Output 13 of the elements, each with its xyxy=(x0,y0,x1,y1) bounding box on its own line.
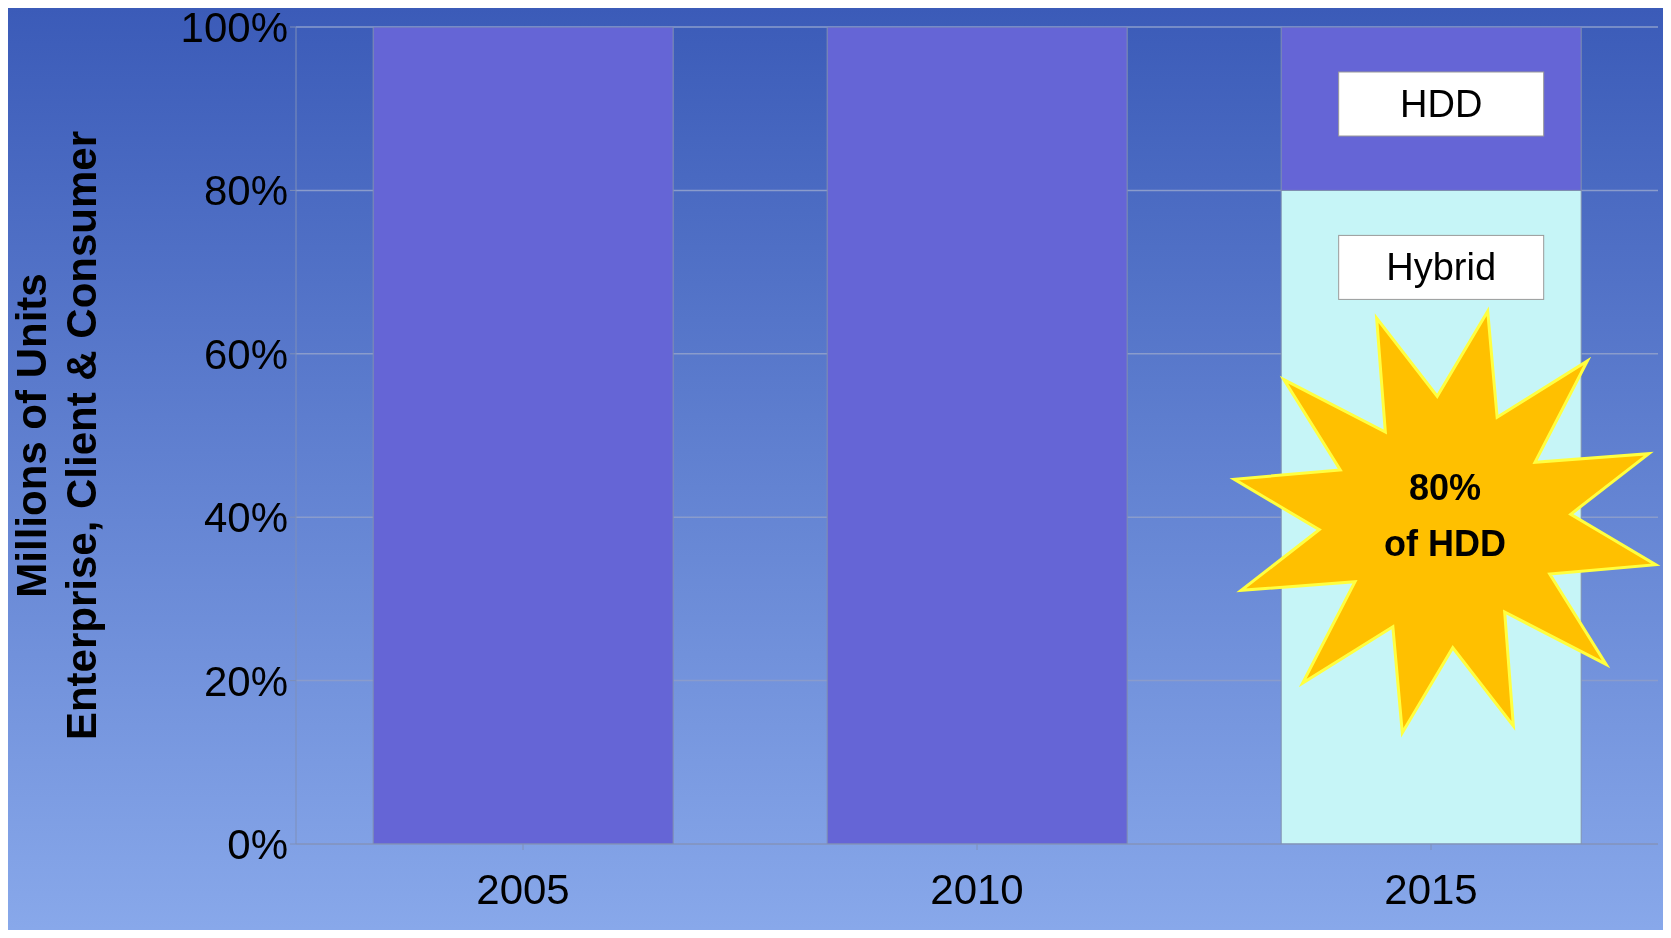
y-axis-title: Millions of Units Enterprise, Client & Consumer xyxy=(8,130,105,741)
y-tick-label: 60% xyxy=(203,330,288,378)
annotation: 80% of HDD xyxy=(1384,467,1506,564)
y-tick-label: 40% xyxy=(203,494,288,542)
x-tick-label: 2015 xyxy=(1384,865,1478,913)
y-tick-label: 20% xyxy=(203,657,288,705)
x-tick-label: 2010 xyxy=(930,865,1024,913)
x-tick-label: 2005 xyxy=(476,865,570,913)
series-label: HDD xyxy=(1400,83,1483,125)
y-tick-label: 0% xyxy=(227,820,288,868)
y-tick-label: 80% xyxy=(203,167,288,215)
y-tick-label: 100% xyxy=(180,3,288,51)
series-label: Hybrid xyxy=(1386,246,1497,289)
